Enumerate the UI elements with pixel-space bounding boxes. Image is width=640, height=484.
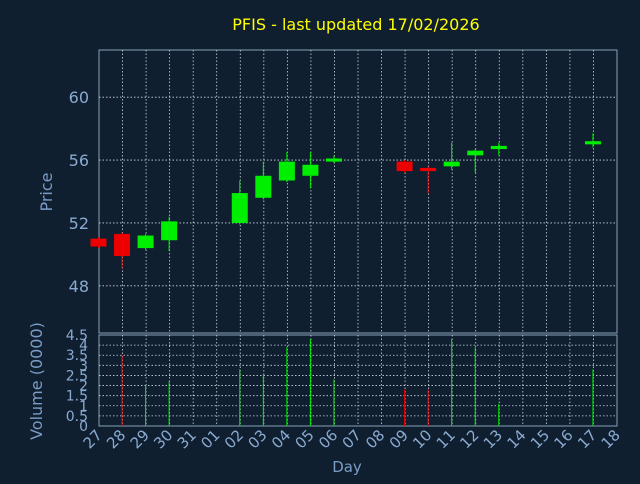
x-tick-label: 01: [197, 426, 223, 452]
volume-axis-label: Volume (0000): [27, 322, 46, 440]
x-tick-label: 08: [362, 426, 388, 452]
x-tick-label: 07: [339, 426, 365, 452]
candle-body: [490, 145, 507, 150]
volume-tick-label: 1.5: [66, 389, 88, 405]
x-tick-label: 16: [551, 426, 577, 452]
x-tick-label: 18: [598, 426, 624, 452]
price-tick-label: 60: [69, 88, 89, 107]
candle-body: [137, 235, 154, 249]
price-tick-label: 52: [69, 214, 89, 233]
x-tick-label: 17: [574, 426, 600, 452]
candle-body: [114, 233, 131, 256]
candle-body: [278, 161, 295, 181]
chart-title: PFIS - last updated 17/02/2026: [232, 15, 479, 34]
volume-tick-label: 3.5: [66, 348, 88, 364]
candle-body: [420, 167, 437, 172]
x-tick-label: 13: [480, 426, 506, 452]
x-tick-label: 14: [503, 426, 529, 452]
candle-body: [396, 161, 413, 172]
candle-body: [161, 221, 178, 241]
volume-tick-label: 2: [79, 379, 88, 395]
volume-tick-label: 4: [79, 338, 88, 354]
candle-body: [231, 193, 248, 223]
volume-tick-label: 0: [79, 419, 88, 435]
x-tick-label: 28: [103, 426, 129, 452]
chart-panels: [98, 49, 618, 427]
x-tick-label: 11: [433, 426, 459, 452]
volume-tick-label: 1: [79, 399, 88, 415]
price-axis-label: Price: [37, 172, 56, 211]
x-tick-label: 03: [244, 426, 270, 452]
price-tick-label: 48: [69, 277, 89, 296]
candle-body: [90, 238, 107, 247]
x-tick-label: 05: [292, 426, 318, 452]
x-tick-label: 10: [409, 426, 435, 452]
candle-body: [302, 164, 319, 176]
x-axis-label: Day: [332, 458, 362, 476]
x-tick-label: 31: [174, 426, 200, 452]
x-tick-label: 29: [127, 426, 153, 452]
candle-body: [255, 175, 272, 198]
x-tick-label: 02: [221, 426, 247, 452]
volume-tick-label: 3: [79, 358, 88, 374]
candle-body: [325, 158, 342, 162]
x-tick-label: 09: [386, 426, 412, 452]
x-tick-label: 06: [315, 426, 341, 452]
volume-tick-label: 4.5: [66, 328, 88, 344]
volume-tick-label: 0.5: [66, 409, 88, 425]
x-tick-label: 04: [268, 426, 294, 452]
x-tick-label: 30: [150, 426, 176, 452]
candle-body: [584, 141, 601, 145]
price-tick-label: 56: [69, 151, 89, 170]
volume-tick-label: 2.5: [66, 368, 88, 384]
tick-labels: 4852566000.511.522.533.544.5272829303101…: [66, 88, 624, 452]
x-tick-label: 12: [456, 426, 482, 452]
chart-marks: [90, 133, 601, 426]
candle-body: [467, 150, 484, 156]
x-tick-label: 15: [527, 426, 553, 452]
candle-body: [443, 161, 460, 167]
